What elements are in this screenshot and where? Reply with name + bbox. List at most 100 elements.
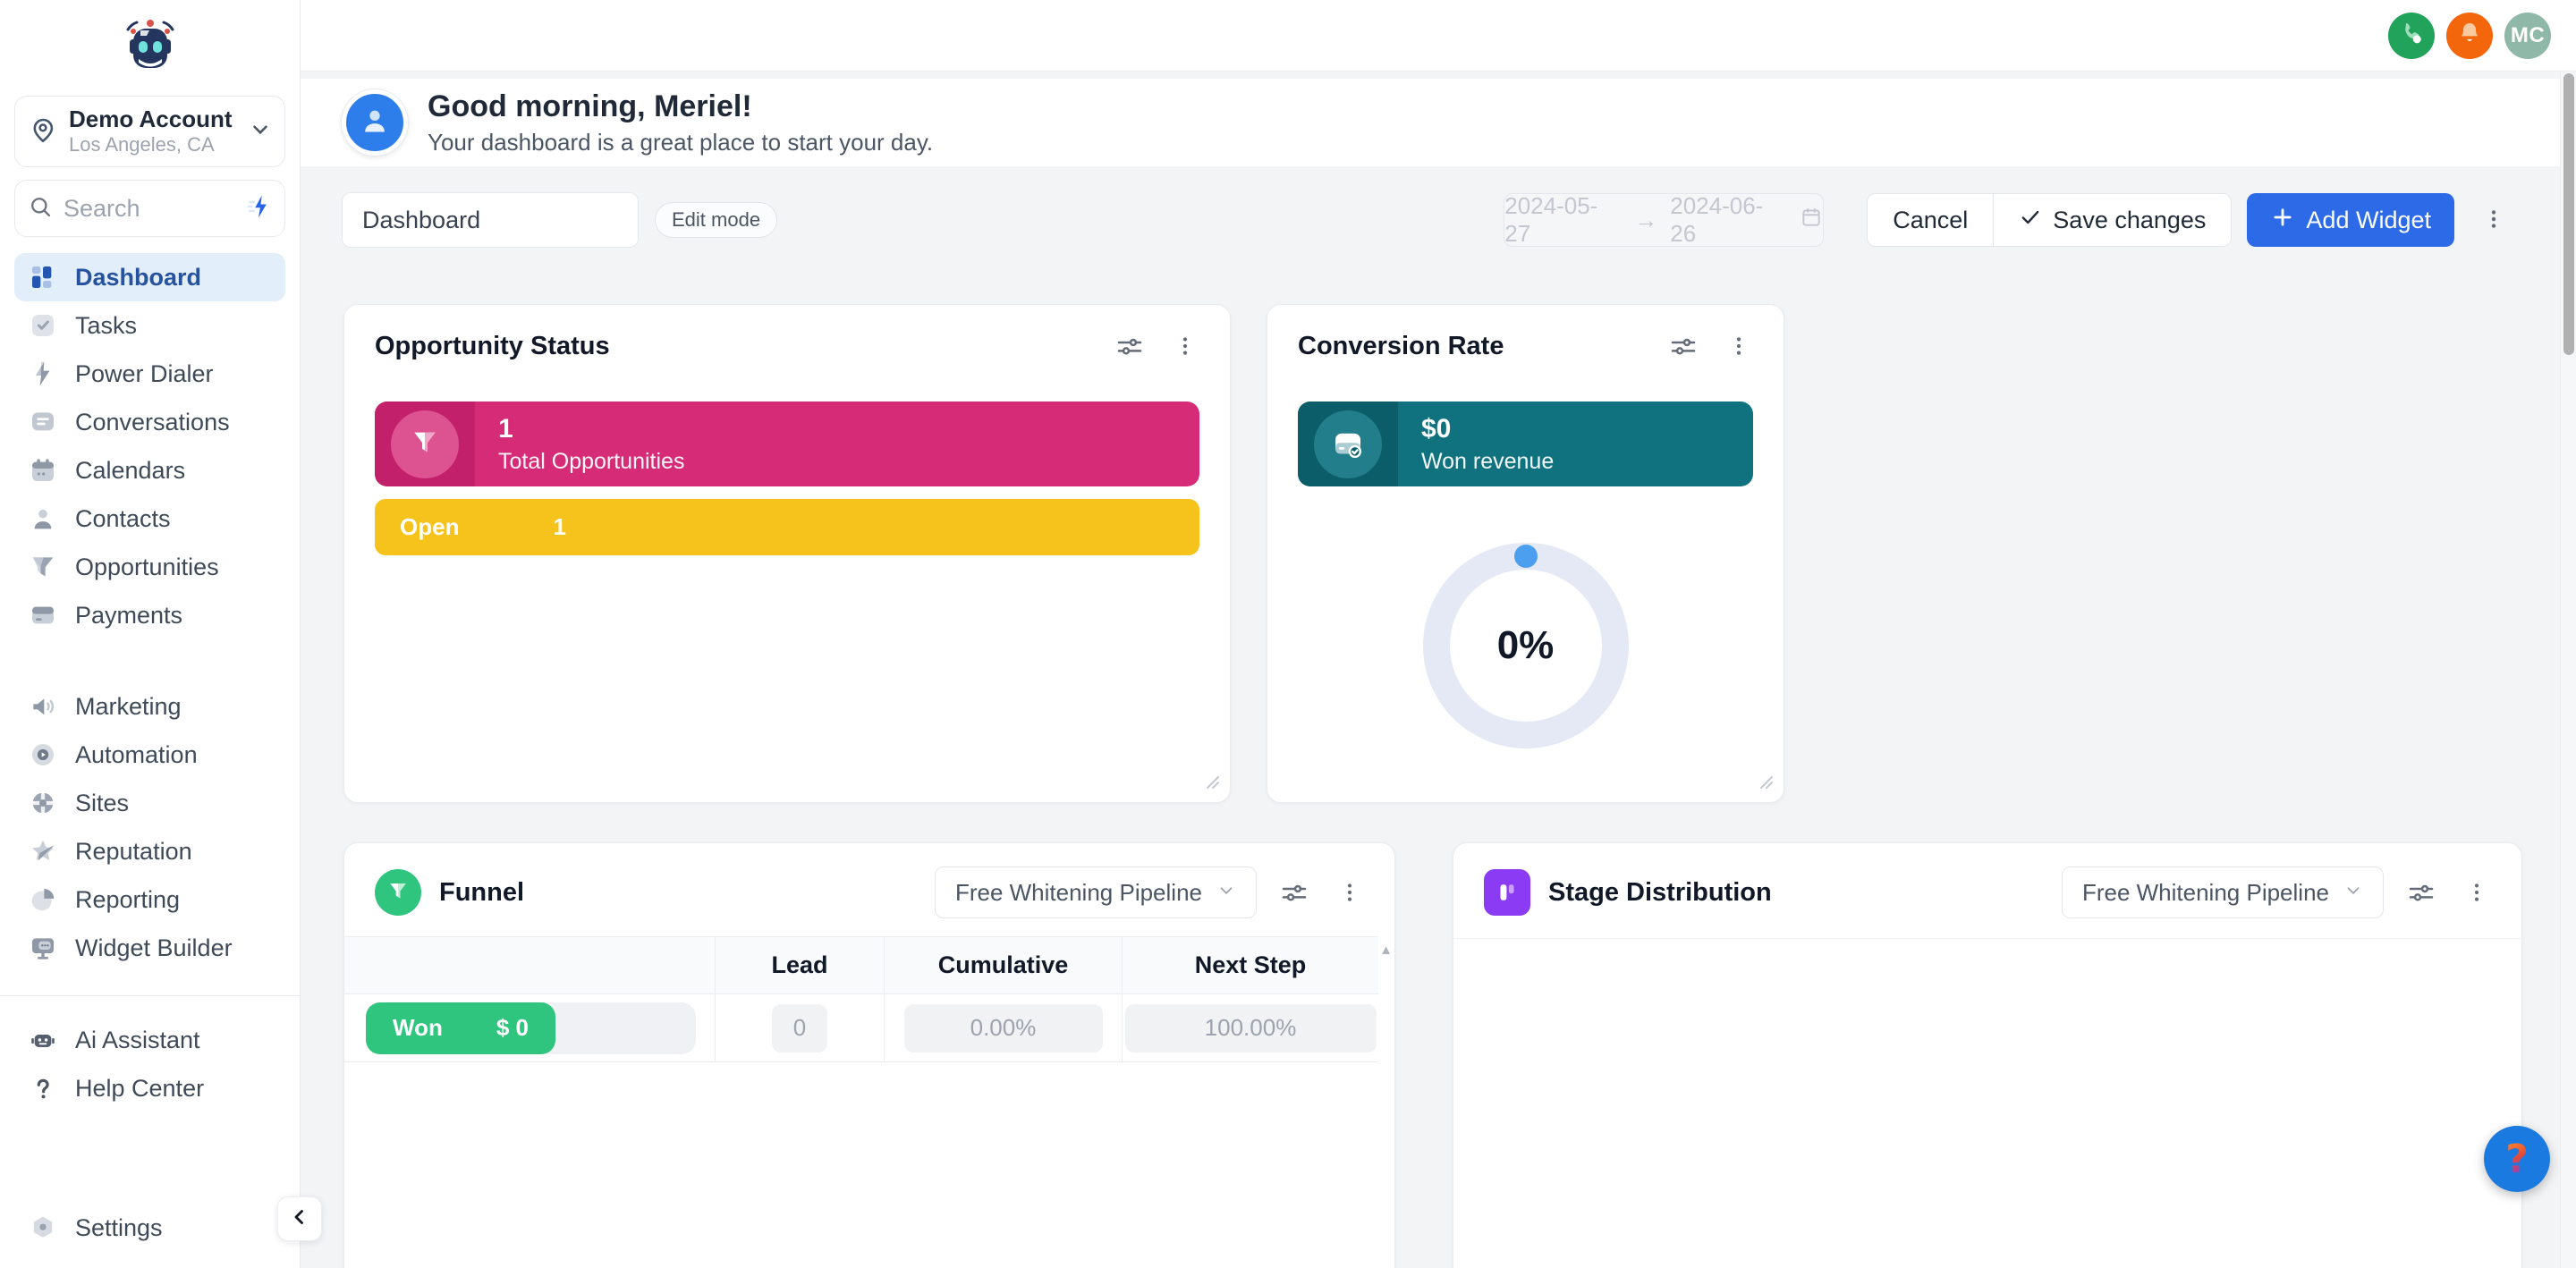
- funnel-table: ▲ Lead Cumulative Next Step Won $ 0: [344, 936, 1393, 1062]
- kebab-icon: [2481, 207, 2506, 234]
- gauge-value: 0%: [1496, 623, 1555, 667]
- column-header-empty: [344, 937, 716, 994]
- greeting-avatar: [342, 89, 408, 156]
- sidebar-nav-primary: Dashboard Tasks Power Dialer Conversatio…: [0, 253, 300, 1112]
- cancel-button[interactable]: Cancel: [1868, 194, 1994, 246]
- sidebar-item-reputation[interactable]: Reputation: [14, 827, 285, 875]
- calendars-icon: [27, 454, 59, 486]
- phone-icon: [2398, 20, 2425, 51]
- brand-logo: [14, 13, 285, 96]
- widget-filter-button[interactable]: [1276, 875, 1312, 910]
- gauge-ring: [1422, 543, 1629, 748]
- resize-handle-icon[interactable]: [1757, 773, 1775, 795]
- widget-opportunity-status: Opportunity Status 1: [343, 304, 1231, 803]
- notifications-button[interactable]: [2446, 12, 2493, 59]
- widget-title: Opportunity Status: [375, 331, 610, 360]
- chevron-down-icon: [1216, 879, 1236, 907]
- sidebar-item-calendars[interactable]: Calendars: [14, 446, 285, 495]
- save-cancel-group: Cancel Save changes: [1867, 193, 2233, 247]
- stage-distribution-icon: [1484, 869, 1530, 916]
- sidebar-item-contacts[interactable]: Contacts: [14, 495, 285, 543]
- greeting-title: Good morning, Meriel!: [428, 89, 752, 124]
- search-icon: [28, 194, 53, 224]
- chevron-left-icon: [289, 1206, 310, 1232]
- funnel-widget-icon: [375, 869, 421, 916]
- pipeline-select[interactable]: Free Whitening Pipeline: [934, 866, 1257, 918]
- dashboard-name-input[interactable]: [342, 192, 639, 248]
- conversion-gauge: 0%: [1419, 538, 1633, 753]
- help-fab-button[interactable]: ?: [2484, 1126, 2550, 1192]
- sidebar-item-automation[interactable]: Automation: [14, 731, 285, 779]
- funnel-next-step-cell: 100.00%: [1123, 994, 1378, 1062]
- scroll-up-arrow-icon[interactable]: ▲: [1379, 943, 1393, 958]
- sidebar-item-label: Settings: [75, 1213, 163, 1241]
- widget-header: Conversion Rate: [1267, 305, 1784, 382]
- sidebar-item-label: Conversations: [75, 408, 230, 435]
- help-question-icon: [27, 1072, 59, 1104]
- sidebar-item-label: Reporting: [75, 885, 181, 913]
- sidebar-collapse-button[interactable]: [277, 1196, 322, 1241]
- sidebar-item-label: Payments: [75, 601, 183, 629]
- top-bar: MC: [301, 0, 2576, 72]
- phone-button[interactable]: [2388, 12, 2435, 59]
- sidebar-item-label: Reputation: [75, 837, 192, 865]
- sidebar-item-payments[interactable]: Payments: [14, 591, 285, 639]
- column-header-next-step: Next Step: [1123, 937, 1378, 994]
- sidebar-item-dashboard[interactable]: Dashboard: [14, 253, 285, 301]
- toolbar-actions: 2024-05-27 → 2024-06-26 Cancel: [1504, 192, 2513, 247]
- sidebar-item-widget-builder[interactable]: Widget Builder: [14, 924, 285, 972]
- sidebar-item-ai-assistant[interactable]: Ai Assistant: [14, 1016, 285, 1064]
- bar-icon-section: [1298, 402, 1398, 486]
- sidebar-item-sites[interactable]: Sites: [14, 779, 285, 827]
- conversations-icon: [27, 406, 59, 438]
- search-input[interactable]: [64, 194, 234, 223]
- sidebar-item-settings[interactable]: Settings: [14, 1204, 285, 1252]
- widget-kebab-menu[interactable]: [1332, 875, 1368, 910]
- add-widget-button[interactable]: Add Widget: [2247, 193, 2454, 247]
- date-arrow: →: [1634, 206, 1658, 233]
- widget-kebab-menu[interactable]: [2459, 875, 2495, 910]
- widget-controls: Free Whitening Pipeline: [2061, 866, 2495, 918]
- toolbar-kebab-menu[interactable]: [2474, 200, 2513, 240]
- page-scrollbar[interactable]: [2560, 72, 2576, 1268]
- bar-texts: 1 Total Opportunities: [475, 402, 684, 486]
- pipeline-select[interactable]: Free Whitening Pipeline: [2061, 866, 2384, 918]
- save-changes-button[interactable]: Save changes: [1993, 194, 2232, 246]
- person-icon: [357, 103, 393, 143]
- widget-header: Funnel Free Whitening Pipeline: [344, 843, 1394, 936]
- power-dialer-icon: [27, 358, 59, 390]
- plus-icon: [2270, 205, 2295, 236]
- widget-controls: Free Whitening Pipeline: [934, 866, 1368, 918]
- edit-mode-label: Edit mode: [672, 208, 761, 231]
- sidebar-item-opportunities[interactable]: Opportunities: [14, 543, 285, 591]
- resize-handle-icon[interactable]: [1203, 773, 1221, 795]
- sidebar-item-tasks[interactable]: Tasks: [14, 301, 285, 350]
- widget-filter-button[interactable]: [1112, 328, 1148, 364]
- sidebar-divider: [0, 995, 300, 996]
- widget-filter-button[interactable]: [2403, 875, 2439, 910]
- sidebar-item-conversations[interactable]: Conversations: [14, 398, 285, 446]
- ai-assistant-robot-icon: [27, 1024, 59, 1056]
- sidebar-item-help-center[interactable]: Help Center: [14, 1064, 285, 1112]
- widget-conversion-rate: Conversion Rate $0: [1267, 304, 1784, 803]
- main-area: MC Good morning, Meriel! Your dashboard …: [301, 0, 2576, 1268]
- greeting-banner: Good morning, Meriel! Your dashboard is …: [301, 79, 2576, 166]
- sidebar-item-marketing[interactable]: Marketing: [14, 682, 285, 731]
- column-header-cumulative: Cumulative: [885, 937, 1123, 994]
- funnel-cumulative-cell: 0.00%: [885, 994, 1123, 1062]
- quick-actions-bolt-icon[interactable]: [245, 193, 272, 224]
- scrollbar-thumb[interactable]: [2563, 73, 2574, 355]
- account-switcher[interactable]: Demo Account Los Angeles, CA: [14, 96, 285, 167]
- widget-kebab-menu[interactable]: [1721, 328, 1757, 364]
- widget-filter-button[interactable]: [1665, 328, 1701, 364]
- funnel-stage-won[interactable]: Won $ 0: [366, 1002, 555, 1054]
- date-start: 2024-05-27: [1504, 192, 1598, 247]
- sidebar-item-reporting[interactable]: Reporting: [14, 875, 285, 924]
- user-avatar[interactable]: MC: [2504, 12, 2551, 59]
- widget-title: Conversion Rate: [1298, 331, 1504, 360]
- date-range-picker[interactable]: 2024-05-27 → 2024-06-26: [1504, 192, 1825, 247]
- sidebar-item-power-dialer[interactable]: Power Dialer: [14, 350, 285, 398]
- sidebar-item-label: Automation: [75, 740, 198, 768]
- widget-kebab-menu[interactable]: [1167, 328, 1203, 364]
- nav-group-gap: [14, 639, 285, 682]
